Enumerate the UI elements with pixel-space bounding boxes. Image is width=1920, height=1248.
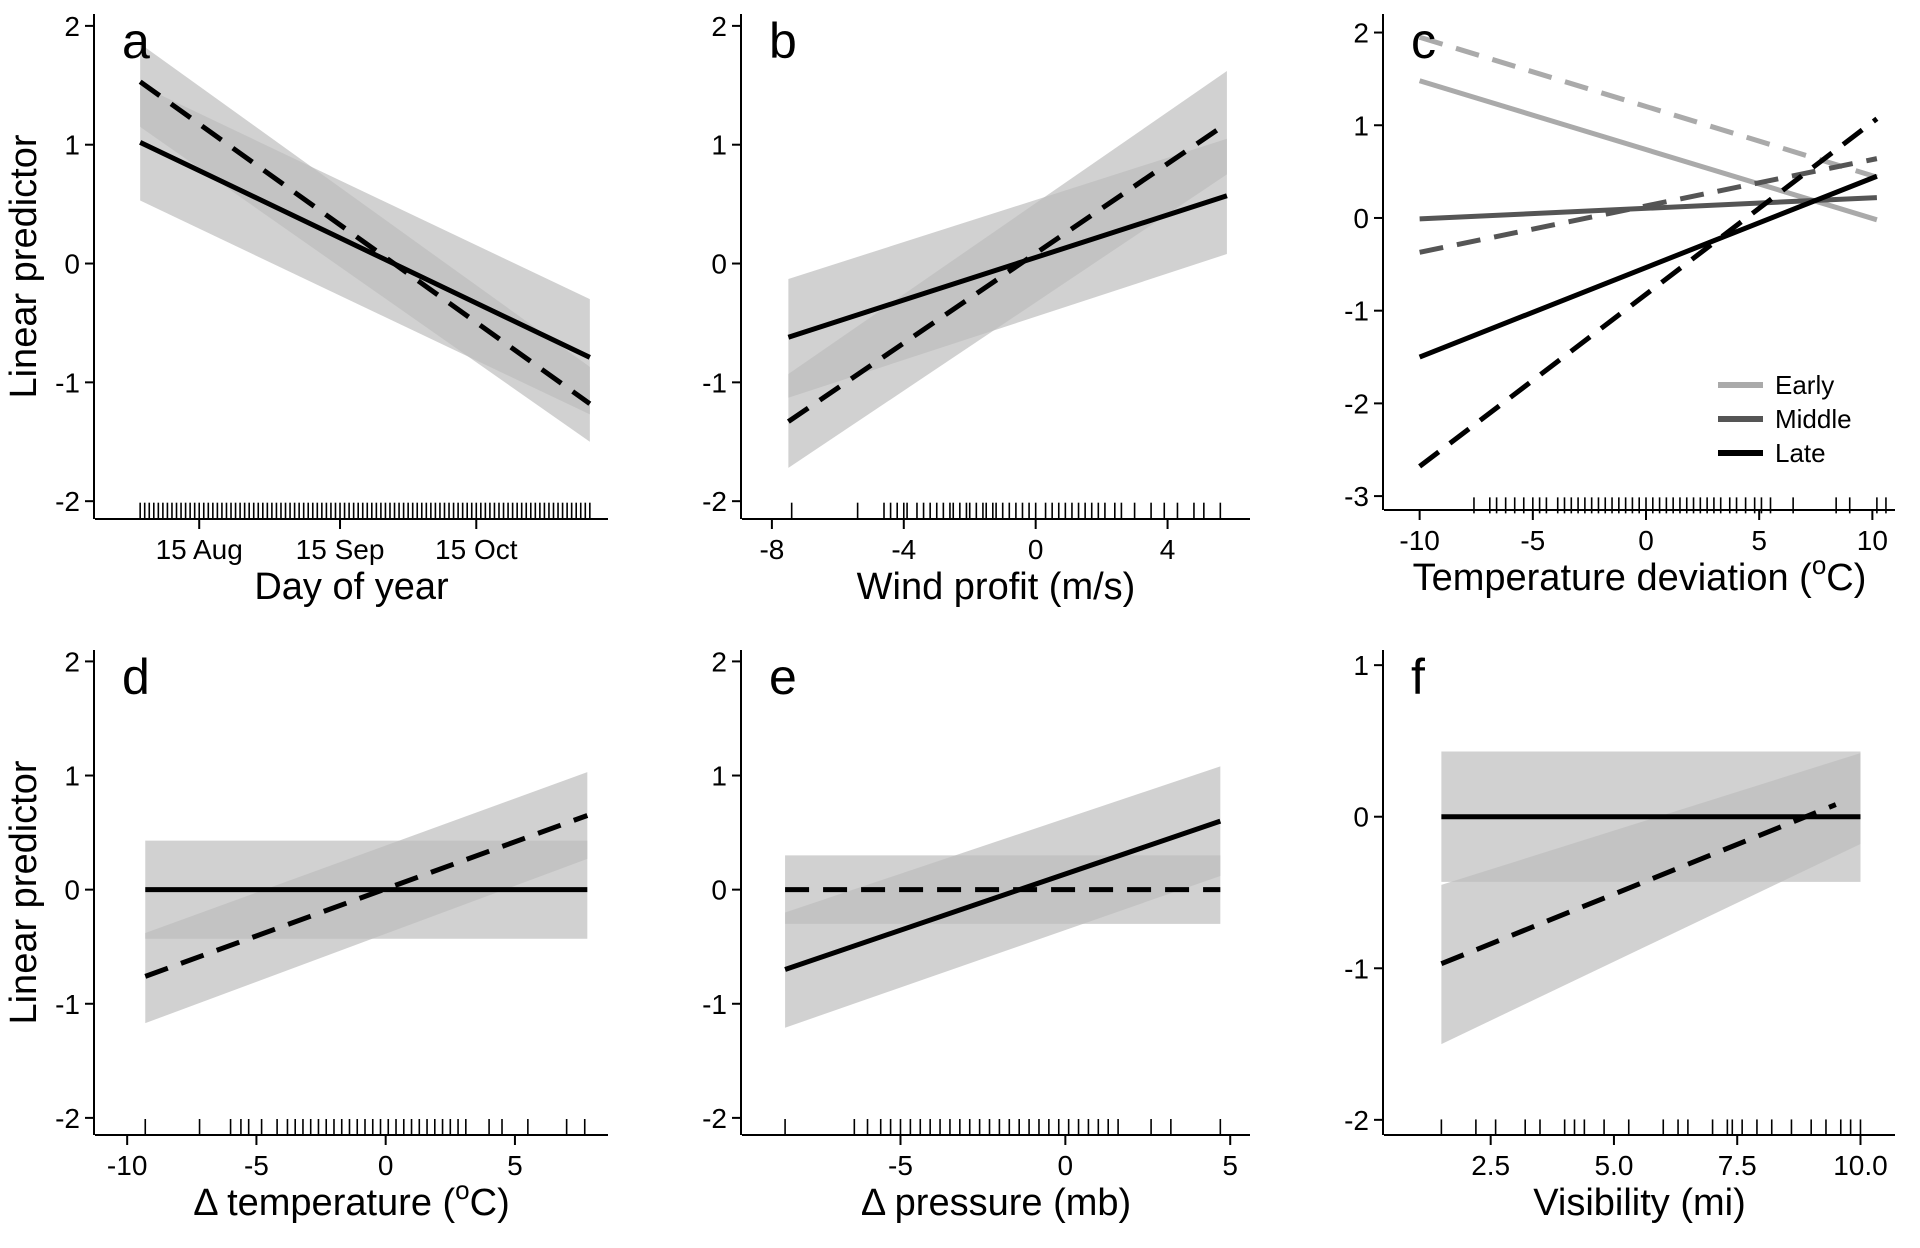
x-tick-label: 10.0: [1833, 1150, 1888, 1181]
panel-letter: e: [769, 649, 797, 705]
panel-letter: c: [1411, 13, 1436, 69]
x-axis-label: Δ pressure (mb): [861, 1182, 1131, 1224]
y-tick-label: -2: [1344, 1105, 1369, 1136]
x-tick-label: 0: [1028, 534, 1044, 565]
dashed-fit-line: [138, 79, 592, 406]
dashed-fit-line: [1418, 34, 1878, 180]
solid-fit-line: [1419, 195, 1878, 222]
x-tick-label: 15 Oct: [435, 534, 518, 565]
y-tick-label: -1: [1344, 296, 1369, 327]
y-tick-label: 2: [711, 11, 727, 42]
solid-fit-line: [1418, 173, 1878, 360]
y-tick-label: 2: [1353, 18, 1369, 49]
x-axis-label: Δ temperature (oC): [193, 1175, 510, 1224]
y-tick-label: -2: [702, 486, 727, 517]
x-tick-label: 5: [1222, 1150, 1238, 1181]
y-tick-label: 1: [711, 761, 727, 792]
dashed-fit-line: [786, 121, 1229, 424]
y-tick-label: 2: [64, 11, 80, 42]
panel-letter: b: [769, 13, 797, 69]
y-tick-label: -2: [55, 1103, 80, 1134]
y-axis-label: Linear predictor: [3, 760, 45, 1024]
confidence-band: [1441, 753, 1861, 1045]
dashed-fit-line: [144, 813, 589, 979]
panel-letter: f: [1411, 649, 1425, 705]
y-tick-label: 0: [64, 875, 80, 906]
x-tick-label: 15 Sep: [296, 534, 385, 565]
rug-plot: [139, 502, 591, 519]
panel-f: 1 0 -1 -2 2.5 5.0 7.5 10.0 f Visibility (mi): [1344, 649, 1895, 1224]
x-tick-label: 10: [1857, 525, 1888, 556]
x-axis-label: Day of year: [254, 566, 449, 608]
x-tick-label: 0: [1058, 1150, 1074, 1181]
panel-letter: d: [122, 649, 150, 705]
x-tick-label: -5: [244, 1150, 269, 1181]
x-tick-label: -5: [1520, 525, 1545, 556]
y-tick-label: 1: [64, 761, 80, 792]
panel-letter: a: [122, 13, 150, 69]
x-tick-label: -8: [759, 534, 784, 565]
dashed-fit-line: [1418, 116, 1879, 469]
y-tick-label: 1: [1353, 650, 1369, 681]
x-tick-label: -10: [107, 1150, 147, 1181]
x-axis-label: Wind profit (m/s): [857, 566, 1136, 608]
y-tick-label: -2: [702, 1103, 727, 1134]
x-tick-label: 0: [1638, 525, 1654, 556]
x-tick-label: -4: [891, 534, 916, 565]
x-tick-label: 5: [1751, 525, 1767, 556]
x-tick-label: 0: [378, 1150, 394, 1181]
solid-fit-line: [784, 818, 1222, 972]
dashed-fit-line: [1419, 156, 1878, 255]
y-tick-label: -2: [55, 486, 80, 517]
legend-label: Early: [1775, 370, 1834, 400]
y-tick-label: -3: [1344, 481, 1369, 512]
panel-b: 2 1 0 -1 -2 -8 -4 0 4 b Wind profit (m/s): [702, 11, 1250, 608]
solid-fit-line: [787, 193, 1228, 340]
solid-fit-line: [1418, 78, 1878, 223]
x-tick-label: -5: [888, 1150, 913, 1181]
y-tick-label: -1: [55, 989, 80, 1020]
y-tick-label: 0: [711, 875, 727, 906]
rug-plot: [1440, 1119, 1862, 1136]
x-tick-label: 5: [507, 1150, 523, 1181]
x-tick-label: 5.0: [1594, 1150, 1633, 1181]
panel-d: 2 1 0 -1 -2 -10 -5 0 5 d Δ temperature (oC) Linear …: [3, 646, 608, 1224]
y-tick-label: 0: [711, 249, 727, 280]
dashed-fit-line: [1440, 802, 1837, 967]
y-tick-label: -1: [55, 367, 80, 398]
y-tick-label: 2: [64, 646, 80, 677]
solid-fit-line: [139, 140, 591, 360]
y-tick-label: 0: [64, 249, 80, 280]
panel-e: 2 1 0 -1 -2 -5 0 5 e Δ pressure (mb): [702, 646, 1250, 1224]
legend-label: Late: [1775, 438, 1826, 468]
y-tick-label: 1: [711, 130, 727, 161]
y-tick-label: -1: [1344, 953, 1369, 984]
y-tick-label: 2: [711, 646, 727, 677]
y-tick-label: 1: [64, 130, 80, 161]
x-tick-label: 2.5: [1471, 1150, 1510, 1181]
x-axis-label: Temperature deviation (oC): [1413, 550, 1867, 599]
rug-plot: [790, 502, 1222, 519]
y-tick-label: 0: [1353, 203, 1369, 234]
panel-a: 2 1 0 -1 -2 15 Aug 15 Sep 15 Oct a Day of year Lin…: [3, 11, 608, 608]
x-tick-label: -10: [1399, 525, 1439, 556]
legend: Early Middle Late: [1718, 370, 1852, 468]
x-tick-label: 15 Aug: [156, 534, 243, 565]
y-tick-label: -1: [702, 989, 727, 1020]
x-tick-label: 4: [1160, 534, 1176, 565]
y-tick-label: -2: [1344, 388, 1369, 419]
x-axis-label: Visibility (mi): [1533, 1182, 1746, 1224]
y-tick-label: -1: [702, 367, 727, 398]
rug-plot: [784, 1119, 1222, 1136]
x-tick-label: 7.5: [1718, 1150, 1757, 1181]
y-tick-label: 0: [1353, 802, 1369, 833]
rug-plot: [144, 1119, 586, 1136]
y-axis-label: Linear predictor: [3, 134, 45, 398]
legend-label: Middle: [1775, 404, 1852, 434]
y-tick-label: 1: [1353, 110, 1369, 141]
